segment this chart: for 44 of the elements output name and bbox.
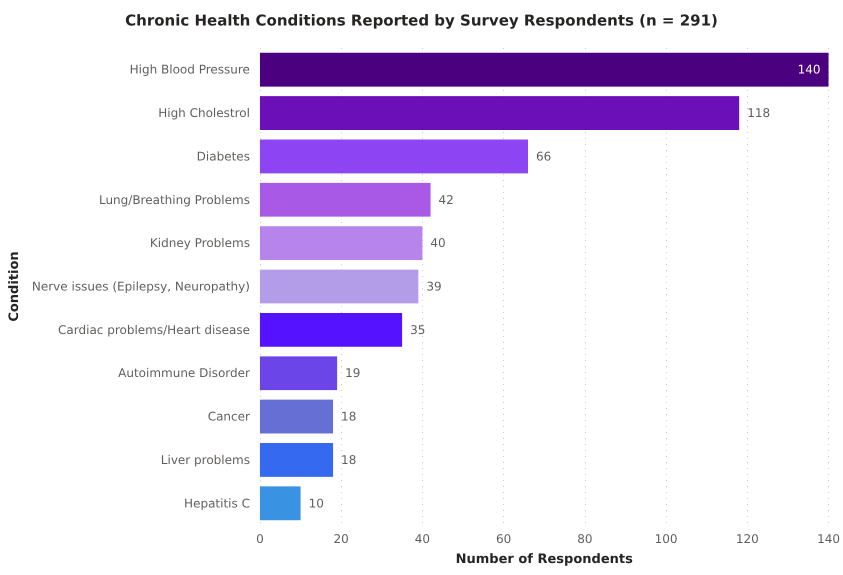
y-tick-label: High Blood Pressure [130, 62, 250, 77]
bar [260, 400, 334, 434]
x-tick-label: 100 [654, 532, 678, 546]
x-axis-title: Number of Respondents [456, 552, 634, 567]
y-tick-label: Nerve issues (Epilepsy, Neuropathy) [32, 280, 250, 294]
y-tick-label: Cardiac problems/Heart disease [58, 322, 250, 337]
x-tick-label: 0 [256, 532, 264, 546]
y-tick-label: Autoimmune Disorder [118, 366, 250, 380]
y-tick-label: Cancer [208, 410, 250, 424]
bar [260, 139, 528, 174]
y-tick-label: High Cholestrol [158, 106, 250, 120]
data-label: 19 [345, 366, 360, 380]
y-tick-label: Liver problems [160, 452, 250, 467]
data-label: 66 [536, 149, 552, 164]
data-label: 39 [426, 280, 442, 294]
data-label: 10 [308, 496, 324, 510]
y-tick-label: Diabetes [196, 149, 250, 164]
bar [260, 486, 301, 520]
x-tick-label: 60 [496, 532, 512, 546]
bar [260, 356, 338, 390]
bar [260, 96, 740, 130]
y-axis-title: Condition [7, 251, 22, 322]
x-tick-label: 140 [817, 532, 840, 546]
y-tick-label: Hepatitis C [184, 496, 250, 510]
x-tick-label: 20 [334, 532, 349, 546]
bar [260, 182, 431, 217]
bar [260, 443, 334, 477]
data-label: 40 [430, 236, 446, 250]
bar [260, 270, 418, 304]
data-label: 18 [341, 452, 356, 467]
data-label: 140 [798, 62, 821, 77]
data-label: 42 [438, 192, 454, 207]
bar [260, 312, 402, 347]
chart-title: Chronic Health Conditions Reported by Survey Respondents (n = 291) [125, 12, 718, 30]
x-tick-label: 40 [414, 532, 430, 546]
y-tick-label: Kidney Problems [150, 236, 250, 250]
data-label: 18 [341, 410, 356, 424]
bar [260, 52, 829, 87]
bar [260, 226, 422, 260]
y-tick-label: Lung/Breathing Problems [98, 192, 250, 207]
data-label: 35 [410, 322, 426, 337]
x-tick-label: 120 [736, 532, 759, 546]
x-tick-label: 80 [577, 532, 593, 546]
data-label: 118 [747, 106, 770, 120]
